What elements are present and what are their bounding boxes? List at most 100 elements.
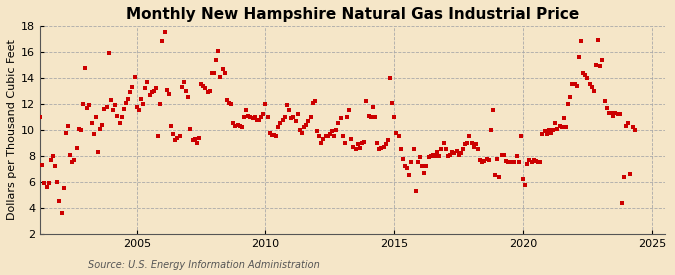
Point — [172, 136, 183, 140]
Point — [554, 124, 565, 128]
Point — [105, 98, 116, 102]
Point — [290, 119, 301, 123]
Point — [198, 84, 209, 88]
Point — [352, 142, 363, 146]
Point — [591, 63, 601, 67]
Point — [153, 134, 163, 139]
Point — [215, 75, 226, 79]
Point — [269, 133, 279, 137]
Point — [481, 156, 492, 161]
Point — [539, 129, 550, 133]
Point — [221, 98, 232, 102]
Point — [552, 126, 563, 131]
Point — [567, 82, 578, 87]
Point — [380, 142, 391, 146]
Point — [578, 70, 589, 75]
Point — [292, 112, 303, 117]
Point — [429, 154, 440, 158]
Point — [230, 124, 241, 128]
Point — [58, 186, 69, 191]
Point — [82, 106, 92, 110]
Point — [623, 121, 634, 126]
Point — [28, 112, 39, 117]
Point — [558, 116, 569, 120]
Point — [183, 95, 194, 100]
Point — [127, 85, 138, 89]
Point — [464, 134, 475, 139]
Point — [52, 180, 63, 184]
Point — [475, 158, 485, 162]
Point — [378, 145, 389, 149]
Point — [30, 132, 41, 136]
Point — [356, 141, 367, 145]
Point — [243, 113, 254, 118]
Point — [252, 117, 263, 122]
Point — [584, 82, 595, 87]
Point — [547, 128, 558, 132]
Point — [176, 85, 187, 89]
Point — [468, 145, 479, 149]
Point — [279, 115, 290, 119]
Point — [92, 150, 103, 154]
Point — [67, 160, 78, 165]
Point — [456, 151, 466, 156]
Point — [605, 111, 616, 115]
Point — [84, 103, 95, 108]
Point — [157, 39, 168, 44]
Point — [333, 121, 344, 126]
Point — [163, 91, 174, 96]
Point — [140, 86, 151, 90]
Point — [507, 160, 518, 165]
Point — [112, 113, 123, 118]
Point — [329, 134, 340, 139]
Point — [103, 51, 114, 55]
Point — [369, 115, 380, 119]
Point — [217, 67, 228, 71]
Point — [529, 158, 539, 162]
Point — [485, 128, 496, 132]
Point — [50, 164, 61, 169]
Point — [41, 185, 52, 189]
Point — [245, 115, 256, 119]
Point — [207, 70, 217, 75]
Point — [342, 115, 352, 119]
Point — [136, 97, 146, 101]
Point — [63, 124, 74, 128]
Point — [219, 70, 230, 75]
Point — [487, 108, 498, 112]
Point — [541, 132, 552, 136]
Point — [165, 124, 176, 128]
Point — [618, 175, 629, 179]
Point — [350, 147, 361, 152]
Point — [483, 158, 494, 162]
Point — [627, 125, 638, 130]
Point — [288, 115, 299, 119]
Point — [294, 128, 305, 132]
Point — [587, 85, 597, 89]
Point — [267, 133, 277, 137]
Point — [404, 173, 414, 178]
Point — [273, 125, 284, 130]
Point — [90, 115, 101, 119]
Point — [37, 163, 48, 167]
Point — [470, 142, 481, 146]
Point — [110, 103, 121, 108]
Point — [174, 134, 185, 139]
Point — [537, 132, 548, 136]
Point — [129, 75, 140, 79]
Point — [361, 99, 372, 103]
Y-axis label: Dollars per Thousand Cubic Feet: Dollars per Thousand Cubic Feet — [7, 40, 17, 220]
Point — [88, 132, 99, 136]
Point — [189, 137, 200, 141]
Point — [574, 55, 585, 59]
Point — [391, 130, 402, 135]
Point — [116, 115, 127, 119]
Point — [307, 100, 318, 105]
Point — [54, 199, 65, 204]
Point — [34, 115, 45, 119]
Point — [443, 154, 454, 158]
Point — [192, 141, 202, 145]
Point — [346, 137, 356, 141]
Point — [213, 48, 223, 53]
Point — [97, 123, 108, 127]
